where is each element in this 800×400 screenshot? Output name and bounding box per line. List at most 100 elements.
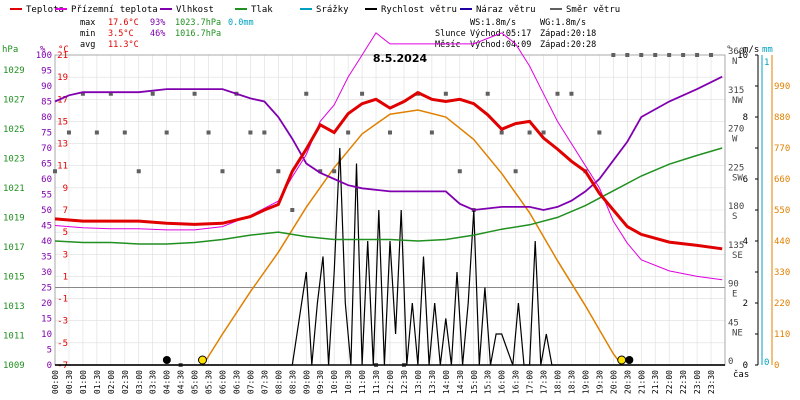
wind-direction-marker xyxy=(709,53,714,57)
chart-title: 8.5.2024 xyxy=(373,52,428,65)
humidity-tick: 70 xyxy=(41,144,52,154)
direction-tick: 315 xyxy=(728,86,744,96)
humidity-tick: 30 xyxy=(41,268,52,278)
wind-direction-marker xyxy=(429,130,434,135)
stat-min-hum: 46% xyxy=(150,29,165,39)
moonrise-icon xyxy=(162,356,171,364)
wind-direction-marker xyxy=(122,130,127,135)
direction-tick: NE xyxy=(732,328,743,338)
solar-tick: 0 xyxy=(774,361,779,371)
legend-label: Teplota xyxy=(26,5,64,15)
time-tick: 14:00 xyxy=(442,370,451,394)
stat-sunset: Západ:20:18 xyxy=(540,29,596,39)
wind-direction-marker xyxy=(555,91,560,96)
pressure-tick: 1019 xyxy=(3,213,25,223)
humidity-tick: 0 xyxy=(47,361,52,371)
wind-direction-marker xyxy=(220,169,225,174)
humidity-tick: 5 xyxy=(47,346,52,356)
temperature-unit: °C xyxy=(58,45,69,55)
direction-tick: 360 xyxy=(728,47,744,57)
temperature-tick: 7 xyxy=(63,206,68,216)
time-tick: 11:00 xyxy=(358,370,367,394)
humidity-tick: 10 xyxy=(41,330,52,340)
direction-tick: 45 xyxy=(728,318,739,328)
time-tick: 12:30 xyxy=(400,370,409,394)
time-tick: 22:00 xyxy=(665,370,674,394)
time-tick: 05:30 xyxy=(205,370,214,394)
solar-tick: 440 xyxy=(774,237,790,247)
wind-direction-marker xyxy=(653,53,658,57)
temperature-tick: 9 xyxy=(63,184,68,194)
direction-tick: 0 xyxy=(728,357,733,367)
pressure-tick: 1017 xyxy=(3,243,25,253)
humidity-line xyxy=(54,75,723,211)
time-tick: 01:30 xyxy=(93,370,102,394)
wind-direction-marker xyxy=(625,53,630,57)
direction-tick: NW xyxy=(732,96,743,106)
humidity-tick: 50 xyxy=(41,206,52,216)
time-tick: 07:30 xyxy=(260,370,269,394)
solar-tick: 220 xyxy=(774,299,790,309)
legend-label: Přízemní teplota xyxy=(71,5,158,15)
wind-direction-marker xyxy=(541,130,546,135)
pressure-tick: 1009 xyxy=(3,361,25,371)
wind-direction-marker xyxy=(360,91,365,96)
direction-tick: SW xyxy=(732,173,743,183)
wind-direction-marker xyxy=(136,169,141,174)
stat-max-rain: 0.0mm xyxy=(228,18,254,28)
solar-tick: 660 xyxy=(774,175,790,185)
wind-direction-marker xyxy=(667,53,672,57)
solar-tick: 770 xyxy=(774,144,790,154)
solar-tick: 880 xyxy=(774,113,790,123)
axes: 1009101110131015101710191021102310251027… xyxy=(2,45,790,394)
solar-tick: 990 xyxy=(774,82,790,92)
time-tick: 10:30 xyxy=(344,370,353,394)
temperature-tick: 1 xyxy=(63,272,68,282)
stats-panel: max 17.6°C 93% 1023.7hPa 0.0mm min 3.5°C… xyxy=(80,18,596,50)
time-tick: 08:30 xyxy=(288,370,297,394)
time-tick: 01:00 xyxy=(79,370,88,394)
humidity-tick: 40 xyxy=(41,237,52,247)
plot-area xyxy=(53,32,725,367)
legend-label: Vlhkost xyxy=(176,5,214,15)
wind-direction-marker xyxy=(66,130,71,135)
direction-tick: 225 xyxy=(728,163,744,173)
pressure-tick: 1025 xyxy=(3,125,25,135)
pressure-tick: 1021 xyxy=(3,184,25,194)
stat-min-press: 1016.7hPa xyxy=(175,29,221,39)
stat-max-hum: 93% xyxy=(150,18,165,28)
time-tick: 11:30 xyxy=(372,370,381,394)
temperature-tick: -1 xyxy=(57,295,68,305)
time-tick: 20:30 xyxy=(623,370,632,394)
humidity-tick: 20 xyxy=(41,299,52,309)
wind-direction-marker xyxy=(206,130,211,135)
time-tick: 19:00 xyxy=(581,370,590,394)
wind-direction-marker xyxy=(150,91,155,96)
stat-min-label: min xyxy=(80,29,95,39)
stat-max-label: max xyxy=(80,18,95,28)
stat-max-temp: 17.6°C xyxy=(108,18,139,28)
legend-label: Směr větru xyxy=(566,5,620,15)
time-tick: 23:30 xyxy=(707,370,716,394)
time-tick: 02:00 xyxy=(107,370,116,394)
direction-tick: 90 xyxy=(728,280,739,290)
wind-direction-marker xyxy=(457,169,462,174)
wind-direction-marker xyxy=(527,130,532,135)
wind-direction-marker xyxy=(262,130,267,135)
wind-direction-marker xyxy=(443,91,448,96)
time-tick: 17:00 xyxy=(526,370,535,394)
temperature-tick: 15 xyxy=(57,117,68,127)
stat-sun-label: Slunce xyxy=(435,29,466,39)
time-tick: 09:30 xyxy=(316,370,325,394)
solar-tick: 550 xyxy=(774,206,790,216)
wind-direction-marker xyxy=(318,169,323,174)
direction-tick: 135 xyxy=(728,241,744,251)
humidity-tick: 60 xyxy=(41,175,52,185)
pressure-line xyxy=(54,147,723,245)
stat-avg-label: avg xyxy=(80,40,95,50)
time-tick: 04:30 xyxy=(177,370,186,394)
temperature-tick: -5 xyxy=(57,339,68,349)
time-tick: 15:30 xyxy=(484,370,493,394)
pressure-unit: hPa xyxy=(2,45,18,55)
humidity-tick: 35 xyxy=(41,253,52,263)
